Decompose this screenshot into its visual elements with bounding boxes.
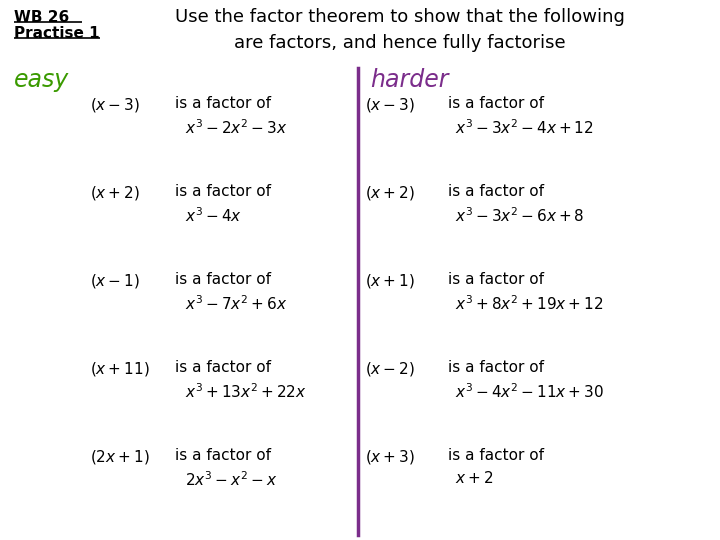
Text: $x^3-7x^2+6x$: $x^3-7x^2+6x$ bbox=[185, 294, 287, 313]
Text: is a factor of: is a factor of bbox=[448, 184, 544, 199]
Text: is a factor of: is a factor of bbox=[175, 184, 271, 199]
Text: is a factor of: is a factor of bbox=[175, 360, 271, 375]
Text: $(x+2)$: $(x+2)$ bbox=[365, 184, 415, 202]
Text: $(x-1)$: $(x-1)$ bbox=[90, 272, 140, 290]
Text: $x^3-4x$: $x^3-4x$ bbox=[185, 206, 242, 225]
Text: $x^3-3x^2-6x+8$: $x^3-3x^2-6x+8$ bbox=[455, 206, 585, 225]
Text: $(x-3)$: $(x-3)$ bbox=[365, 96, 415, 114]
Text: $x^3+8x^2+19x+12$: $x^3+8x^2+19x+12$ bbox=[455, 294, 603, 313]
Text: $x^3-2x^2-3x$: $x^3-2x^2-3x$ bbox=[185, 118, 287, 137]
Text: is a factor of: is a factor of bbox=[448, 96, 544, 111]
Text: is a factor of: is a factor of bbox=[448, 360, 544, 375]
Text: $(x+11)$: $(x+11)$ bbox=[90, 360, 150, 378]
Text: is a factor of: is a factor of bbox=[175, 272, 271, 287]
Text: is a factor of: is a factor of bbox=[175, 96, 271, 111]
Text: is a factor of: is a factor of bbox=[175, 448, 271, 463]
Text: Practise 1: Practise 1 bbox=[14, 26, 99, 41]
Text: $x+2$: $x+2$ bbox=[455, 470, 493, 486]
Text: Use the factor theorem to show that the following
are factors, and hence fully f: Use the factor theorem to show that the … bbox=[175, 8, 625, 52]
Text: $(x+2)$: $(x+2)$ bbox=[90, 184, 140, 202]
Text: $x^3-4x^2-11x+30$: $x^3-4x^2-11x+30$ bbox=[455, 382, 604, 401]
Text: $(x-3)$: $(x-3)$ bbox=[90, 96, 140, 114]
Text: $(x-2)$: $(x-2)$ bbox=[365, 360, 415, 378]
Text: $x^3-3x^2-4x+12$: $x^3-3x^2-4x+12$ bbox=[455, 118, 594, 137]
Text: $2x^3-x^2-x$: $2x^3-x^2-x$ bbox=[185, 470, 277, 489]
Text: harder: harder bbox=[370, 68, 449, 92]
Text: $(x+3)$: $(x+3)$ bbox=[365, 448, 415, 466]
Text: easy: easy bbox=[14, 68, 69, 92]
Text: $x^3+13x^2+22x$: $x^3+13x^2+22x$ bbox=[185, 382, 307, 401]
Text: $(2x+1)$: $(2x+1)$ bbox=[90, 448, 150, 466]
Text: WB 26: WB 26 bbox=[14, 10, 69, 25]
Text: $(x+1)$: $(x+1)$ bbox=[365, 272, 415, 290]
Text: is a factor of: is a factor of bbox=[448, 448, 544, 463]
Text: is a factor of: is a factor of bbox=[448, 272, 544, 287]
